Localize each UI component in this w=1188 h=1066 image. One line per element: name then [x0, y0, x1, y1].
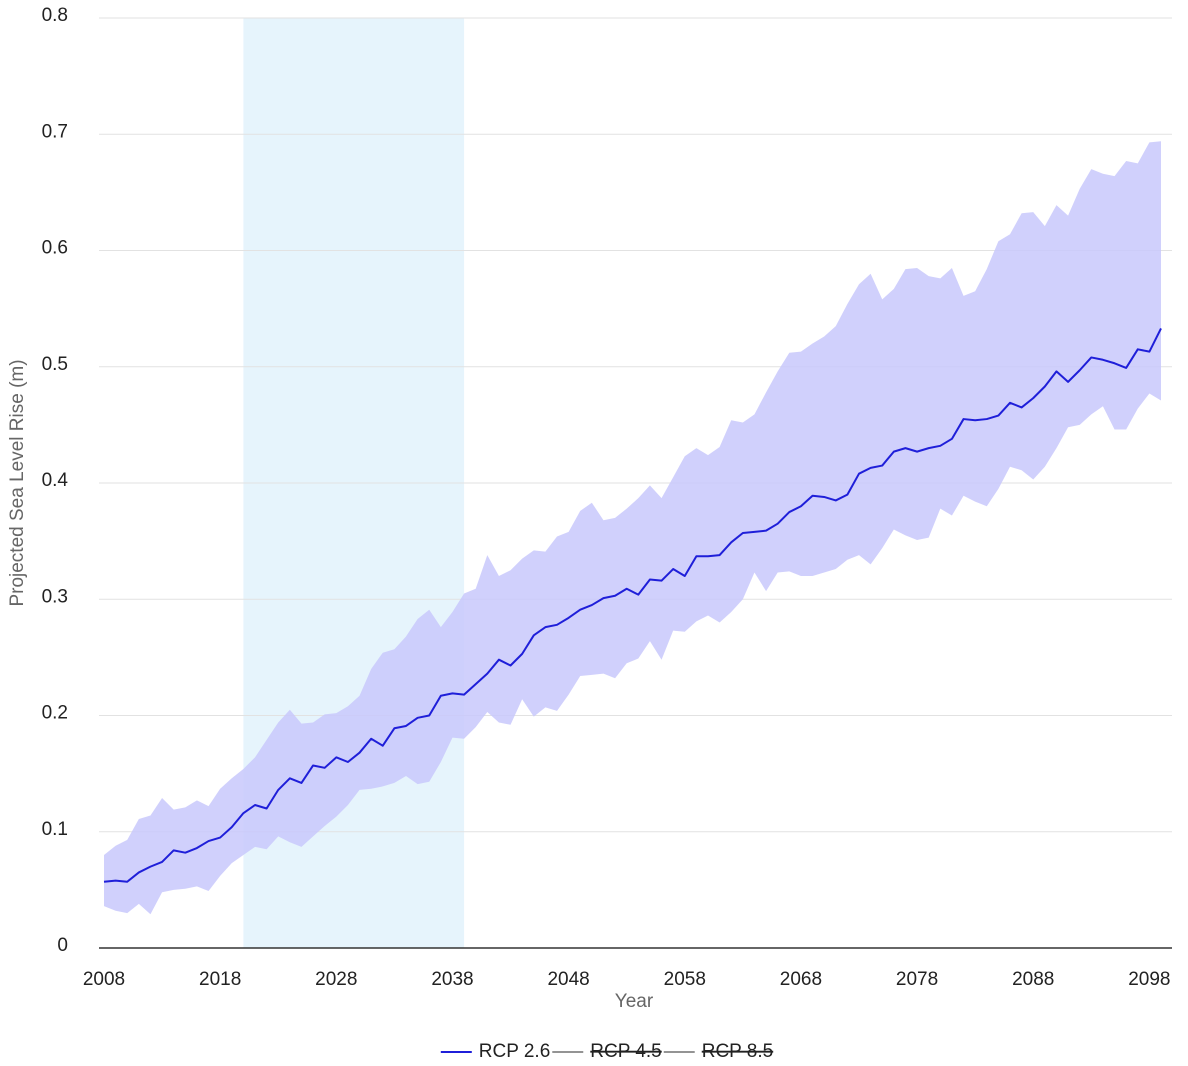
y-tick-label: 0.4 [42, 470, 69, 491]
x-tick-label: 2068 [780, 969, 822, 990]
x-tick-label: 2008 [83, 969, 125, 990]
y-tick-label: 0.6 [42, 238, 68, 259]
x-tick-label: 2038 [431, 969, 473, 990]
y-tick-label: 0.3 [42, 586, 68, 607]
legend-label[interactable]: RCP 8.5 [702, 1041, 773, 1062]
legend-label[interactable]: RCP 4.5 [590, 1041, 661, 1062]
x-tick-label: 2018 [199, 969, 241, 990]
x-tick-label: 2028 [315, 969, 357, 990]
legend-label[interactable]: RCP 2.6 [479, 1041, 550, 1062]
y-tick-label: 0.7 [42, 121, 68, 142]
x-tick-label: 2098 [1128, 969, 1170, 990]
x-tick-label: 2088 [1012, 969, 1054, 990]
y-tick-label: 0 [57, 935, 68, 956]
y-tick-label: 0.1 [42, 819, 68, 840]
y-tick-label: 0.5 [42, 354, 68, 375]
x-tick-label: 2058 [664, 969, 706, 990]
y-tick-label: 0.2 [42, 703, 68, 724]
x-tick-label: 2078 [896, 969, 938, 990]
series-line [103, 327, 1162, 883]
y-tick-label: 0.8 [42, 5, 68, 26]
x-axis-title: Year [615, 991, 654, 1012]
legend: RCP 2.6 RCP 4.5 RCP 8.5 [440, 1041, 773, 1062]
x-tick-label: 2048 [547, 969, 589, 990]
range-band [104, 141, 1161, 915]
y-axis-title: Projected Sea Level Rise (m) [7, 359, 28, 606]
